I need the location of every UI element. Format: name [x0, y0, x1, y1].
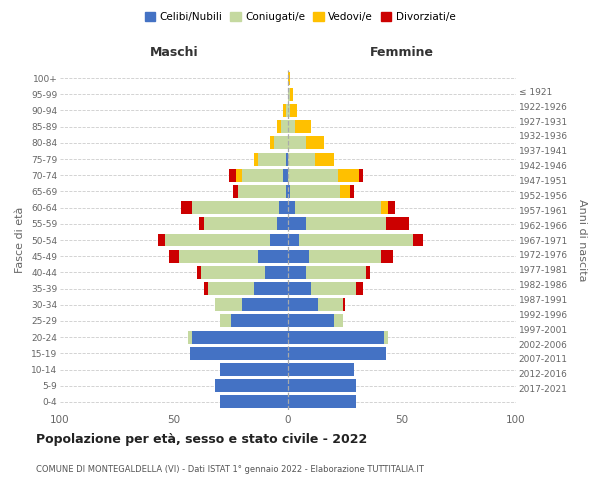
- Bar: [288, 396, 356, 408]
- Bar: [356, 282, 363, 295]
- Bar: [259, 250, 288, 262]
- Bar: [233, 185, 238, 198]
- Bar: [288, 218, 306, 230]
- Bar: [286, 152, 288, 166]
- Bar: [290, 185, 340, 198]
- Text: Popolazione per età, sesso e stato civile - 2022: Popolazione per età, sesso e stato civil…: [36, 432, 367, 446]
- Bar: [288, 282, 311, 295]
- Bar: [299, 234, 413, 246]
- Bar: [288, 250, 308, 262]
- Bar: [259, 152, 286, 166]
- Bar: [202, 266, 265, 279]
- Bar: [238, 185, 286, 198]
- Bar: [220, 314, 231, 328]
- Bar: [279, 201, 288, 214]
- Bar: [288, 379, 356, 392]
- Bar: [290, 104, 297, 117]
- Bar: [288, 347, 386, 360]
- Bar: [192, 201, 279, 214]
- Bar: [277, 218, 288, 230]
- Bar: [229, 169, 236, 181]
- Bar: [188, 330, 192, 344]
- Bar: [384, 330, 388, 344]
- Bar: [388, 201, 395, 214]
- Legend: Celibi/Nubili, Coniugati/e, Vedovi/e, Divorziati/e: Celibi/Nubili, Coniugati/e, Vedovi/e, Di…: [140, 8, 460, 26]
- Bar: [306, 136, 325, 149]
- Bar: [277, 120, 281, 133]
- Bar: [365, 266, 370, 279]
- Bar: [203, 218, 277, 230]
- Bar: [274, 136, 288, 149]
- Bar: [295, 201, 382, 214]
- Bar: [288, 298, 317, 311]
- Bar: [199, 218, 203, 230]
- Bar: [382, 250, 393, 262]
- Bar: [288, 104, 290, 117]
- Bar: [158, 234, 165, 246]
- Bar: [220, 363, 288, 376]
- Bar: [288, 363, 354, 376]
- Bar: [288, 136, 306, 149]
- Bar: [265, 266, 288, 279]
- Bar: [288, 88, 290, 101]
- Bar: [288, 266, 306, 279]
- Bar: [306, 218, 386, 230]
- Bar: [169, 250, 179, 262]
- Bar: [350, 185, 354, 198]
- Bar: [288, 185, 290, 198]
- Bar: [283, 104, 286, 117]
- Bar: [283, 169, 288, 181]
- Bar: [316, 152, 334, 166]
- Bar: [288, 330, 384, 344]
- Y-axis label: Fasce di età: Fasce di età: [16, 207, 25, 273]
- Bar: [413, 234, 422, 246]
- Bar: [317, 298, 343, 311]
- Bar: [165, 234, 270, 246]
- Bar: [288, 234, 299, 246]
- Bar: [208, 282, 254, 295]
- Bar: [231, 314, 288, 328]
- Y-axis label: Anni di nascita: Anni di nascita: [577, 198, 587, 281]
- Bar: [308, 250, 382, 262]
- Bar: [290, 88, 293, 101]
- Bar: [382, 201, 388, 214]
- Text: Femmine: Femmine: [370, 46, 434, 59]
- Bar: [215, 379, 288, 392]
- Bar: [215, 298, 242, 311]
- Bar: [288, 152, 316, 166]
- Bar: [192, 330, 288, 344]
- Bar: [338, 169, 359, 181]
- Bar: [340, 185, 350, 198]
- Bar: [242, 169, 283, 181]
- Bar: [288, 72, 290, 85]
- Text: COMUNE DI MONTEGALDELLA (VI) - Dati ISTAT 1° gennaio 2022 - Elaborazione TUTTITA: COMUNE DI MONTEGALDELLA (VI) - Dati ISTA…: [36, 466, 424, 474]
- Bar: [190, 347, 288, 360]
- Bar: [311, 282, 356, 295]
- Bar: [359, 169, 363, 181]
- Bar: [288, 314, 334, 328]
- Bar: [220, 396, 288, 408]
- Bar: [343, 298, 345, 311]
- Bar: [203, 282, 208, 295]
- Bar: [254, 152, 259, 166]
- Bar: [242, 298, 288, 311]
- Bar: [295, 120, 311, 133]
- Bar: [286, 185, 288, 198]
- Bar: [386, 218, 409, 230]
- Text: Maschi: Maschi: [149, 46, 199, 59]
- Bar: [197, 266, 202, 279]
- Bar: [286, 104, 288, 117]
- Bar: [236, 169, 242, 181]
- Bar: [334, 314, 343, 328]
- Bar: [281, 120, 288, 133]
- Bar: [179, 250, 259, 262]
- Bar: [270, 136, 274, 149]
- Bar: [306, 266, 365, 279]
- Bar: [254, 282, 288, 295]
- Bar: [288, 201, 295, 214]
- Bar: [288, 169, 338, 181]
- Bar: [181, 201, 192, 214]
- Bar: [288, 120, 295, 133]
- Bar: [270, 234, 288, 246]
